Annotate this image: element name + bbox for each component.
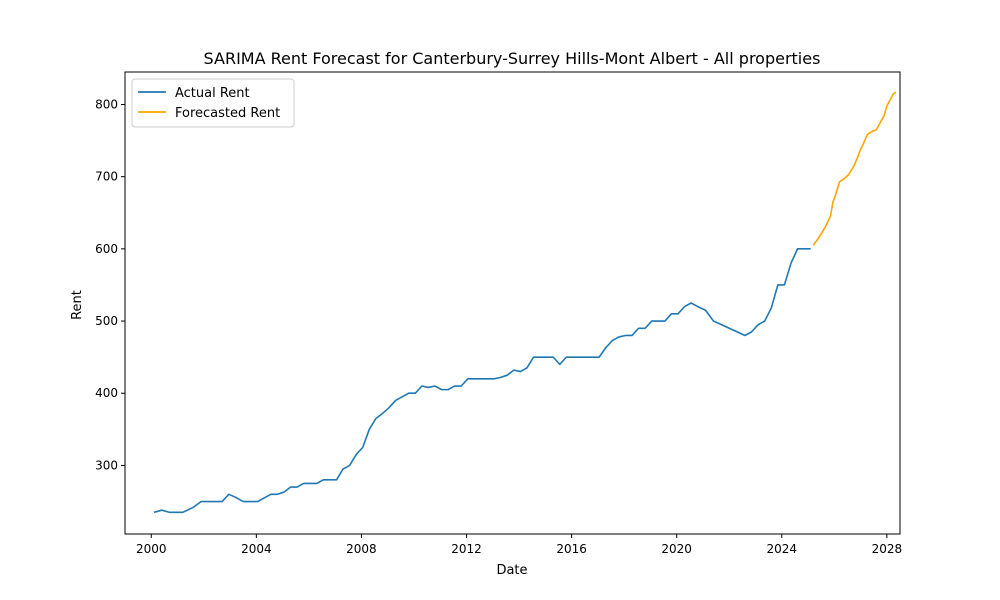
x-axis-label: Date xyxy=(496,563,527,578)
legend-label: Forecasted Rent xyxy=(175,106,280,121)
x-tick-label: 2028 xyxy=(872,542,903,556)
series-line-actual-rent xyxy=(153,248,811,514)
x-tick-label: 2020 xyxy=(661,542,692,556)
legend-label: Actual Rent xyxy=(175,86,250,101)
series-line-forecasted-rent xyxy=(812,91,897,246)
x-tick-label: 2012 xyxy=(451,542,482,556)
y-tick-label: 400 xyxy=(95,386,118,400)
x-tick-label: 2024 xyxy=(767,542,798,556)
x-tick-label: 2016 xyxy=(556,542,587,556)
chart-legend: Actual Rent Forecasted Rent xyxy=(131,78,295,128)
y-tick-label: 800 xyxy=(95,97,118,111)
y-tick-label: 500 xyxy=(95,314,118,328)
y-tick-label: 300 xyxy=(95,458,118,472)
y-tick-label: 700 xyxy=(95,170,118,184)
y-tick-label: 600 xyxy=(95,242,118,256)
x-tick-label: 2008 xyxy=(346,542,377,556)
legend-box xyxy=(131,78,295,128)
chart-title: SARIMA Rent Forecast for Canterbury-Surr… xyxy=(204,49,821,68)
x-tick-label: 2004 xyxy=(241,542,272,556)
x-tick-label: 2000 xyxy=(136,542,167,556)
plot-frame xyxy=(124,71,901,535)
plot-area: 2000 2004 2008 2012 2016 2020 2024 2028 300 400 50… xyxy=(95,71,903,556)
y-axis-label: Rent xyxy=(70,290,85,320)
